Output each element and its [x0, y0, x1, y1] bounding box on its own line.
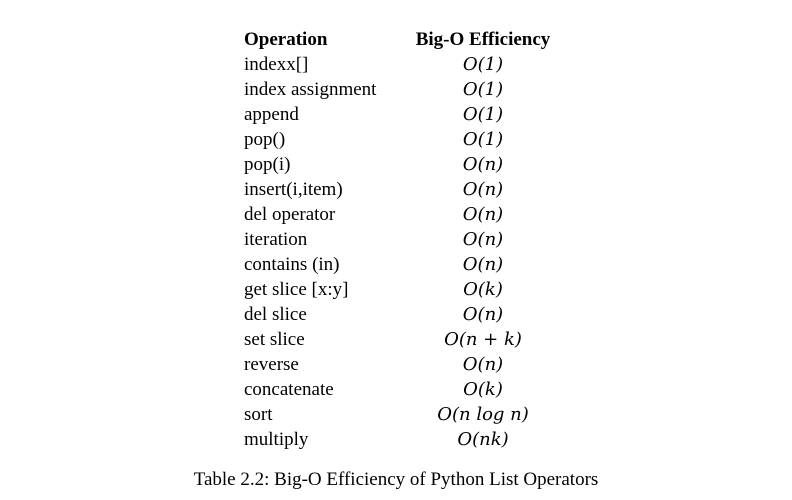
efficiency-cell: O(k) [463, 279, 503, 300]
efficiency-cell: O(n log n) [437, 404, 529, 425]
operation-column-header: Operation [244, 29, 328, 50]
efficiency-cell: O(n) [462, 229, 504, 250]
operation-cell: append [244, 104, 299, 125]
efficiency-cell: O(1) [462, 104, 504, 125]
operation-cell: set slice [244, 329, 305, 350]
efficiency-cell: O(1) [462, 129, 504, 150]
table-row: sort O(n log n) [230, 402, 570, 427]
efficiency-cell: O(n) [462, 254, 504, 275]
operation-cell: del slice [244, 304, 307, 325]
operation-cell: concatenate [244, 379, 334, 400]
efficiency-cell: O(1) [462, 79, 504, 100]
efficiency-cell: O(n) [462, 304, 504, 325]
operation-cell: pop(i) [244, 154, 291, 175]
complexity-table-container: Operation Big-O Efficiency indexx[] O(1)… [230, 27, 570, 452]
operation-cell: iteration [244, 229, 308, 250]
table-row: del operator O(n) [230, 202, 570, 227]
operation-cell: reverse [244, 354, 299, 375]
operation-cell: indexx[] [244, 54, 309, 75]
efficiency-cell: O(n + k) [444, 329, 522, 350]
table-row: multiply O(nk) [230, 427, 570, 452]
operation-cell: get slice [x:y] [244, 279, 349, 300]
operation-cell: multiply [244, 429, 309, 450]
operation-cell: insert(i,item) [244, 179, 343, 200]
operation-cell: index assignment [244, 79, 377, 100]
efficiency-cell: O(1) [462, 54, 504, 75]
operation-cell: pop() [244, 129, 286, 150]
operation-cell: del operator [244, 204, 336, 225]
table-row: insert(i,item) O(n) [230, 177, 570, 202]
table-row: reverse O(n) [230, 352, 570, 377]
table-row: iteration O(n) [230, 227, 570, 252]
table-row: contains (in) O(n) [230, 252, 570, 277]
efficiency-column-header: Big-O Efficiency [415, 29, 551, 50]
operation-cell: sort [244, 404, 273, 425]
table-row: get slice [x:y] O(k) [230, 277, 570, 302]
efficiency-cell: O(n) [462, 354, 504, 375]
efficiency-cell: O(n) [462, 204, 504, 225]
table-row: indexx[] O(1) [230, 52, 570, 77]
efficiency-cell: O(k) [463, 379, 503, 400]
complexity-table: Operation Big-O Efficiency indexx[] O(1)… [230, 27, 570, 452]
table-row: append O(1) [230, 102, 570, 127]
table-caption: Table 2.2: Big-O Efficiency of Python Li… [193, 469, 599, 490]
table-row: pop() O(1) [230, 127, 570, 152]
efficiency-cell: O(n) [462, 154, 504, 175]
table-body: indexx[] O(1) index assignment O(1) appe… [230, 52, 570, 452]
efficiency-cell: O(n) [462, 179, 504, 200]
table-row: concatenate O(k) [230, 377, 570, 402]
table-header-row: Operation Big-O Efficiency [230, 27, 570, 52]
efficiency-cell: O(nk) [457, 429, 509, 450]
table-row: index assignment O(1) [230, 77, 570, 102]
table-row: set slice O(n + k) [230, 327, 570, 352]
table-row: pop(i) O(n) [230, 152, 570, 177]
table-row: del slice O(n) [230, 302, 570, 327]
operation-cell: contains (in) [244, 254, 340, 275]
